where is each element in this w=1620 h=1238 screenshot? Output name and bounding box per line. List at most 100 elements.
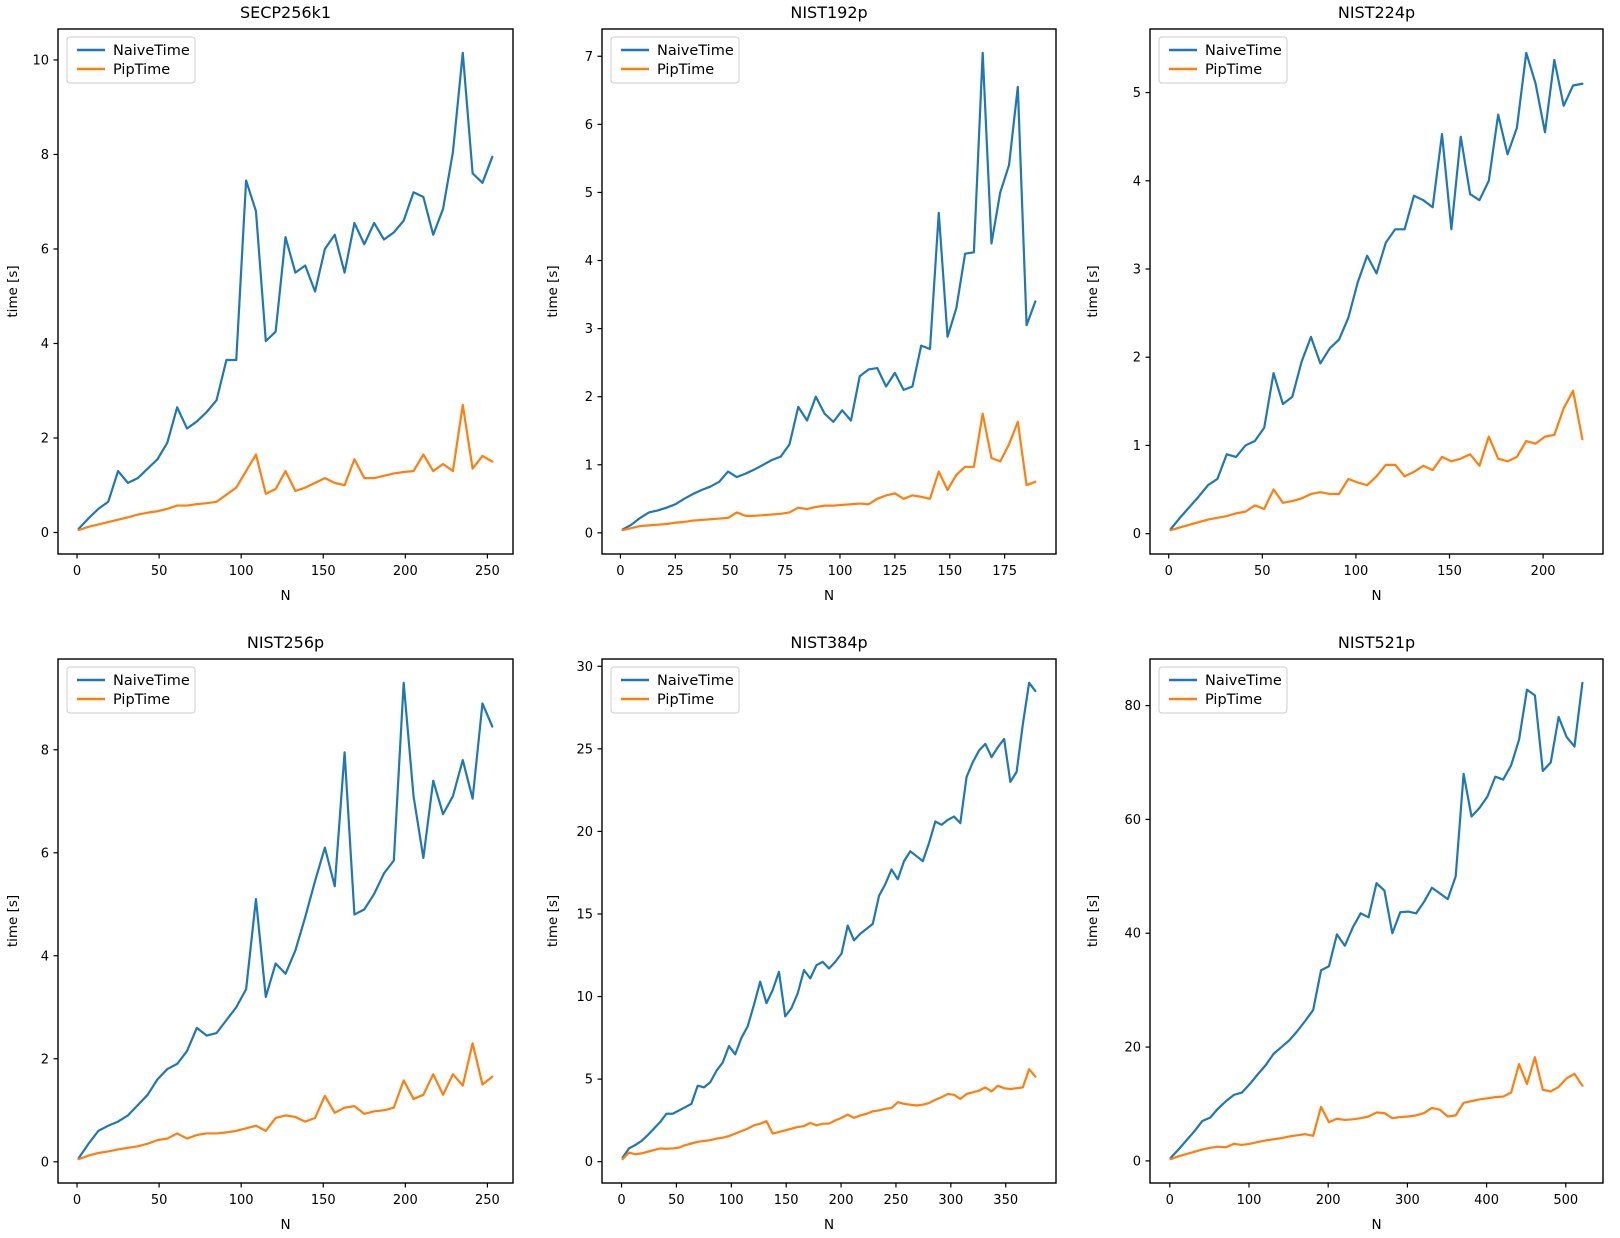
legend-label: NaiveTime bbox=[657, 43, 734, 59]
series-line-naivetime bbox=[621, 51, 1037, 531]
y-tick-label: 2 bbox=[41, 1052, 49, 1067]
y-tick-label: 60 bbox=[1124, 813, 1141, 828]
series-line-piptime bbox=[621, 412, 1037, 532]
y-tick-label: 1 bbox=[1133, 439, 1141, 454]
y-axis-label: time [s] bbox=[5, 265, 21, 317]
legend-box bbox=[610, 36, 740, 84]
legend-box bbox=[66, 36, 196, 84]
y-tick-label: 7 bbox=[585, 50, 593, 65]
legend-label: NaiveTime bbox=[113, 673, 190, 689]
x-tick-label: 300 bbox=[938, 1193, 963, 1208]
y-tick-label: 30 bbox=[576, 660, 593, 675]
y-tick-label: 0 bbox=[585, 1155, 593, 1170]
x-tick-label: 200 bbox=[393, 564, 418, 579]
x-tick-label: 0 bbox=[617, 1193, 625, 1208]
x-tick-label: 0 bbox=[1166, 1193, 1174, 1208]
x-tick-label: 100 bbox=[1343, 564, 1368, 579]
series-line-piptime bbox=[1169, 1056, 1584, 1161]
x-tick-label: 200 bbox=[1531, 564, 1556, 579]
y-tick-label: 20 bbox=[576, 825, 593, 840]
y-tick-label: 2 bbox=[41, 431, 49, 446]
y-axis-label: time [s] bbox=[5, 895, 21, 947]
x-axis-label: N bbox=[280, 588, 290, 604]
y-axis-label: time [s] bbox=[545, 895, 561, 947]
legend-label: PipTime bbox=[657, 692, 714, 708]
x-tick-label: 100 bbox=[229, 1193, 254, 1208]
y-tick-label: 6 bbox=[41, 846, 49, 861]
legend-box bbox=[610, 666, 740, 714]
axes-spine bbox=[1149, 28, 1604, 555]
x-tick-label: 50 bbox=[151, 1193, 168, 1208]
x-axis-label: N bbox=[1371, 1217, 1381, 1233]
legend-label: NaiveTime bbox=[657, 673, 734, 689]
x-tick-label: 25 bbox=[667, 564, 684, 579]
plot-background bbox=[540, 619, 1080, 1238]
chart-title: NIST256p bbox=[247, 633, 324, 652]
x-tick-label: 200 bbox=[829, 1193, 854, 1208]
y-tick-label: 1 bbox=[585, 458, 593, 473]
x-tick-label: 250 bbox=[475, 564, 500, 579]
y-tick-label: 4 bbox=[41, 949, 49, 964]
y-tick-label: 40 bbox=[1124, 927, 1141, 942]
series-line-naivetime bbox=[1169, 51, 1584, 531]
legend-label: PipTime bbox=[1205, 62, 1262, 78]
series-line-naivetime bbox=[1169, 681, 1584, 1160]
axes-spine bbox=[57, 28, 514, 555]
legend-label: PipTime bbox=[1205, 692, 1262, 708]
x-tick-label: 50 bbox=[722, 564, 739, 579]
chart-title: NIST384p bbox=[790, 633, 867, 652]
plot-background bbox=[1080, 619, 1620, 1238]
y-tick-label: 0 bbox=[585, 526, 593, 541]
y-tick-label: 0 bbox=[41, 1155, 49, 1170]
chart-title: NIST192p bbox=[790, 3, 867, 22]
x-tick-label: 0 bbox=[616, 564, 624, 579]
legend-box bbox=[66, 666, 196, 714]
x-tick-label: 200 bbox=[1316, 1193, 1341, 1208]
series-line-piptime bbox=[1169, 389, 1584, 532]
x-tick-label: 200 bbox=[393, 1193, 418, 1208]
y-tick-label: 3 bbox=[585, 322, 593, 337]
y-tick-label: 5 bbox=[1133, 86, 1141, 101]
y-tick-label: 8 bbox=[41, 743, 49, 758]
x-tick-label: 250 bbox=[475, 1193, 500, 1208]
y-tick-label: 4 bbox=[41, 337, 49, 352]
y-tick-label: 10 bbox=[576, 990, 593, 1005]
x-tick-label: 100 bbox=[229, 564, 254, 579]
x-axis-label: N bbox=[824, 588, 834, 604]
legend-box bbox=[1158, 36, 1288, 84]
x-tick-label: 125 bbox=[882, 564, 907, 579]
x-tick-label: 0 bbox=[1165, 564, 1173, 579]
x-axis-label: N bbox=[824, 1217, 834, 1233]
y-tick-label: 8 bbox=[41, 148, 49, 163]
y-tick-label: 10 bbox=[32, 53, 49, 68]
x-tick-label: 500 bbox=[1553, 1193, 1578, 1208]
x-axis-label: N bbox=[280, 1217, 290, 1233]
legend-label: NaiveTime bbox=[1205, 43, 1282, 59]
series-line-piptime bbox=[621, 1068, 1037, 1161]
chart-title: NIST521p bbox=[1338, 633, 1415, 652]
legend-label: PipTime bbox=[113, 62, 170, 78]
axes-spine bbox=[57, 658, 514, 1184]
y-tick-label: 15 bbox=[576, 907, 593, 922]
y-tick-label: 0 bbox=[1133, 1154, 1141, 1169]
x-tick-label: 150 bbox=[1437, 564, 1462, 579]
series-line-piptime bbox=[77, 403, 494, 532]
series-line-piptime bbox=[77, 1042, 494, 1161]
series-line-naivetime bbox=[77, 681, 494, 1160]
plot-background bbox=[540, 0, 1080, 619]
x-tick-label: 150 bbox=[311, 564, 336, 579]
x-tick-label: 175 bbox=[992, 564, 1017, 579]
legend-label: NaiveTime bbox=[113, 43, 190, 59]
chart-title: SECP256k1 bbox=[240, 3, 331, 22]
legend-label: PipTime bbox=[113, 692, 170, 708]
y-tick-label: 4 bbox=[1133, 174, 1141, 189]
x-tick-label: 350 bbox=[993, 1193, 1018, 1208]
x-tick-label: 50 bbox=[151, 564, 168, 579]
x-tick-label: 150 bbox=[937, 564, 962, 579]
legend-box bbox=[1158, 666, 1288, 714]
y-tick-label: 0 bbox=[41, 526, 49, 541]
x-tick-label: 75 bbox=[777, 564, 794, 579]
y-tick-label: 5 bbox=[585, 1073, 593, 1088]
